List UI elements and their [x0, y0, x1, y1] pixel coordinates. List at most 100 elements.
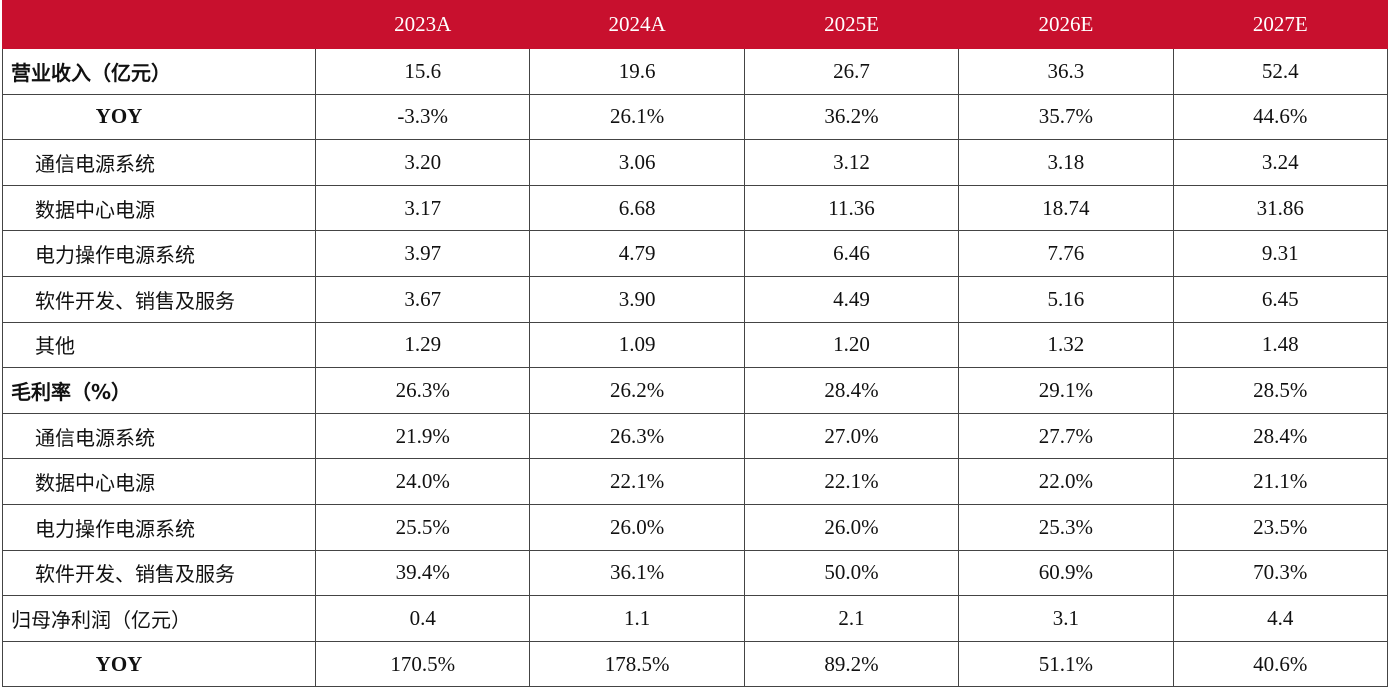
table-row: 通信电源系统 21.9% 26.3% 27.0% 27.7% 28.4% — [2, 412, 1388, 460]
row-label: 归母净利润（亿元） — [2, 595, 316, 642]
table-body: 营业收入（亿元） 15.6 19.6 26.7 36.3 52.4 YOY -3.3% 26.1… — [2, 48, 1388, 687]
row-label: 电力操作电源系统 — [2, 230, 316, 277]
value-cell: 24.0% — [314, 458, 531, 505]
value-cell: 19.6 — [529, 48, 745, 95]
value-cell: 25.3% — [958, 503, 1174, 551]
header-cell-blank — [2, 0, 316, 49]
header-row: 2023A 2024A 2025E 2026E 2027E — [2, 0, 1388, 49]
row-label: 营业收入（亿元） — [2, 48, 316, 95]
header-cell-2024a: 2024A — [529, 0, 745, 49]
table-row: 归母净利润（亿元） 0.4 1.1 2.1 3.1 4.4 — [2, 595, 1388, 642]
row-label: 其他 — [2, 321, 316, 369]
table-header: 2023A 2024A 2025E 2026E 2027E — [2, 0, 1388, 49]
row-label: 软件开发、销售及服务 — [2, 275, 316, 323]
value-cell: 2.1 — [743, 595, 960, 642]
value-cell: 35.7% — [958, 93, 1174, 141]
value-cell: 50.0% — [743, 549, 960, 597]
table-row: YOY 170.5% 178.5% 89.2% 51.1% 40.6% — [2, 640, 1388, 687]
header-cell-2023a: 2023A — [314, 0, 531, 49]
value-cell: 3.17 — [314, 184, 531, 232]
value-cell: 44.6% — [1172, 93, 1388, 141]
value-cell: 29.1% — [958, 367, 1174, 414]
value-cell: 1.32 — [958, 321, 1174, 369]
value-cell: 27.0% — [743, 412, 960, 460]
value-cell: 21.9% — [314, 412, 531, 460]
table-row: 通信电源系统 3.20 3.06 3.12 3.18 3.24 — [2, 139, 1388, 186]
value-cell: 36.3 — [958, 48, 1174, 95]
table-row: 数据中心电源 24.0% 22.1% 22.1% 22.0% 21.1% — [2, 458, 1388, 505]
table-row: YOY -3.3% 26.1% 36.2% 35.7% 44.6% — [2, 93, 1388, 141]
value-cell: 5.16 — [958, 275, 1174, 323]
value-cell: 26.7 — [743, 48, 960, 95]
value-cell: 3.12 — [743, 139, 960, 186]
value-cell: 15.6 — [314, 48, 531, 95]
value-cell: 26.3% — [529, 412, 745, 460]
value-cell: 18.74 — [958, 184, 1174, 232]
value-cell: 4.79 — [529, 230, 745, 277]
row-label: 通信电源系统 — [2, 139, 316, 186]
value-cell: 3.24 — [1172, 139, 1388, 186]
value-cell: 25.5% — [314, 503, 531, 551]
value-cell: -3.3% — [314, 93, 531, 141]
table-row: 其他 1.29 1.09 1.20 1.32 1.48 — [2, 321, 1388, 369]
table-row: 软件开发、销售及服务 3.67 3.90 4.49 5.16 6.45 — [2, 275, 1388, 323]
value-cell: 28.5% — [1172, 367, 1388, 414]
table-row: 电力操作电源系统 25.5% 26.0% 26.0% 25.3% 23.5% — [2, 503, 1388, 551]
value-cell: 3.1 — [958, 595, 1174, 642]
row-label: 毛利率（%） — [2, 367, 316, 414]
value-cell: 26.3% — [314, 367, 531, 414]
value-cell: 9.31 — [1172, 230, 1388, 277]
value-cell: 26.0% — [743, 503, 960, 551]
value-cell: 52.4 — [1172, 48, 1388, 95]
value-cell: 51.1% — [958, 640, 1174, 687]
header-cell-2025e: 2025E — [743, 0, 960, 49]
value-cell: 4.49 — [743, 275, 960, 323]
value-cell: 22.1% — [743, 458, 960, 505]
value-cell: 22.0% — [958, 458, 1174, 505]
value-cell: 3.20 — [314, 139, 531, 186]
value-cell: 1.20 — [743, 321, 960, 369]
value-cell: 3.97 — [314, 230, 531, 277]
row-label: YOY — [2, 93, 316, 141]
value-cell: 28.4% — [1172, 412, 1388, 460]
value-cell: 6.68 — [529, 184, 745, 232]
row-label: 数据中心电源 — [2, 184, 316, 232]
table-row: 营业收入（亿元） 15.6 19.6 26.7 36.3 52.4 — [2, 48, 1388, 95]
row-label: 通信电源系统 — [2, 412, 316, 460]
value-cell: 27.7% — [958, 412, 1174, 460]
value-cell: 1.48 — [1172, 321, 1388, 369]
value-cell: 40.6% — [1172, 640, 1388, 687]
value-cell: 3.90 — [529, 275, 745, 323]
value-cell: 7.76 — [958, 230, 1174, 277]
row-label: 数据中心电源 — [2, 458, 316, 505]
header-cell-2026e: 2026E — [958, 0, 1174, 49]
value-cell: 26.1% — [529, 93, 745, 141]
value-cell: 1.1 — [529, 595, 745, 642]
table-row: 软件开发、销售及服务 39.4% 36.1% 50.0% 60.9% 70.3% — [2, 549, 1388, 597]
value-cell: 89.2% — [743, 640, 960, 687]
value-cell: 178.5% — [529, 640, 745, 687]
value-cell: 4.4 — [1172, 595, 1388, 642]
value-cell: 31.86 — [1172, 184, 1388, 232]
value-cell: 70.3% — [1172, 549, 1388, 597]
value-cell: 26.2% — [529, 367, 745, 414]
value-cell: 6.45 — [1172, 275, 1388, 323]
value-cell: 26.0% — [529, 503, 745, 551]
header-cell-2027e: 2027E — [1172, 0, 1388, 49]
value-cell: 22.1% — [529, 458, 745, 505]
value-cell: 21.1% — [1172, 458, 1388, 505]
row-label: 电力操作电源系统 — [2, 503, 316, 551]
table-row: 数据中心电源 3.17 6.68 11.36 18.74 31.86 — [2, 184, 1388, 232]
value-cell: 1.09 — [529, 321, 745, 369]
value-cell: 3.67 — [314, 275, 531, 323]
value-cell: 28.4% — [743, 367, 960, 414]
value-cell: 0.4 — [314, 595, 531, 642]
value-cell: 3.06 — [529, 139, 745, 186]
value-cell: 23.5% — [1172, 503, 1388, 551]
value-cell: 36.1% — [529, 549, 745, 597]
value-cell: 60.9% — [958, 549, 1174, 597]
value-cell: 6.46 — [743, 230, 960, 277]
table-row: 电力操作电源系统 3.97 4.79 6.46 7.76 9.31 — [2, 230, 1388, 277]
value-cell: 1.29 — [314, 321, 531, 369]
